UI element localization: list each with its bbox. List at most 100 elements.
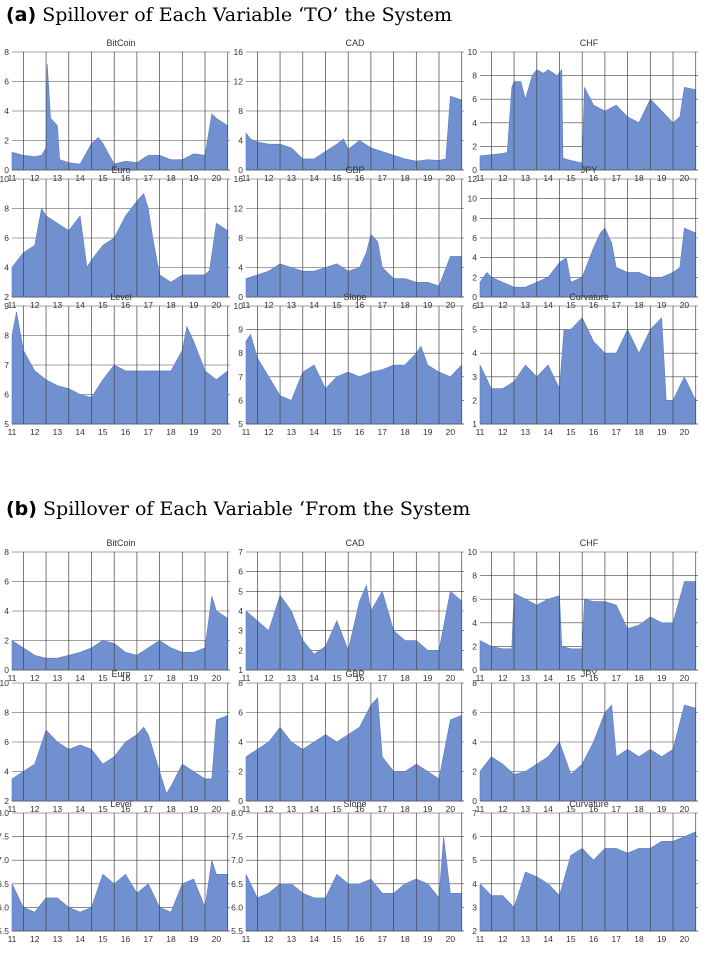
y-tick-label: 2: [472, 141, 477, 151]
x-tick-label: 11: [8, 173, 17, 183]
x-tick-label: 17: [378, 300, 388, 310]
y-tick-label: 5: [4, 419, 9, 429]
x-tick-label: 11: [476, 173, 485, 183]
y-tick-label: 16: [234, 174, 244, 184]
y-tick-label: 7: [472, 808, 477, 818]
section-b-letter: (b): [6, 498, 37, 520]
x-tick-label: 17: [378, 804, 388, 814]
y-tick-label: 0: [472, 292, 477, 302]
y-tick-label: 0: [238, 796, 243, 806]
x-tick-label: 14: [309, 173, 319, 183]
y-tick-label: 8: [238, 348, 243, 358]
section-b-text: Spillover of Each Variable ‘From the Sys…: [43, 498, 471, 520]
x-tick-label: 15: [98, 300, 108, 310]
x-tick-label: 16: [121, 427, 131, 437]
y-tick-label: 6: [238, 395, 243, 405]
x-tick-label: 11: [242, 804, 251, 814]
x-tick-label: 18: [634, 804, 644, 814]
y-tick-label: 6: [472, 94, 477, 104]
x-tick-label: 14: [309, 934, 319, 944]
x-tick-label: 14: [543, 673, 553, 683]
x-tick-label: 19: [423, 673, 433, 683]
x-tick-label: 15: [98, 804, 108, 814]
y-tick-label: 6: [238, 567, 243, 577]
y-tick-label: 4: [4, 767, 9, 777]
x-tick-label: 18: [400, 173, 410, 183]
y-tick-label: 4: [238, 263, 243, 273]
panel-title: Euro: [111, 669, 130, 679]
x-tick-label: 17: [144, 300, 154, 310]
x-tick-label: 17: [144, 673, 154, 683]
panel-title: GBP: [345, 669, 364, 679]
x-tick-label: 16: [589, 673, 599, 683]
x-tick-label: 15: [566, 934, 576, 944]
x-tick-label: 13: [53, 173, 63, 183]
x-tick-label: 15: [332, 934, 342, 944]
y-tick-label: 12: [234, 204, 244, 214]
y-tick-label: 6.0: [231, 902, 243, 912]
panel-title: GBP: [345, 165, 364, 175]
x-tick-label: 13: [521, 804, 531, 814]
y-tick-label: 4: [238, 737, 243, 747]
panel-title: Curvature: [569, 292, 609, 302]
x-tick-label: 14: [75, 427, 85, 437]
x-tick-label: 15: [98, 934, 108, 944]
x-tick-label: 13: [53, 300, 63, 310]
x-tick-label: 15: [332, 804, 342, 814]
x-tick-label: 20: [446, 804, 456, 814]
x-tick-label: 18: [166, 427, 176, 437]
x-tick-label: 19: [189, 673, 199, 683]
y-tick-label: 12: [468, 174, 478, 184]
x-tick-label: 13: [53, 934, 63, 944]
y-tick-label: 7.5: [231, 832, 243, 842]
y-tick-label: 8: [4, 204, 9, 214]
x-tick-label: 20: [680, 427, 690, 437]
panel-title: JPY: [581, 669, 598, 679]
y-tick-label: 7: [238, 547, 243, 557]
y-tick-label: 6: [472, 594, 477, 604]
panel-title: BitCoin: [106, 538, 135, 548]
y-tick-label: 2: [472, 926, 477, 936]
x-tick-label: 11: [476, 934, 485, 944]
y-tick-label: 8: [238, 233, 243, 243]
y-tick-label: 9: [4, 301, 9, 311]
y-tick-label: 2: [4, 136, 9, 146]
x-tick-label: 15: [566, 804, 576, 814]
panel-title: Level: [110, 292, 132, 302]
x-tick-label: 14: [543, 804, 553, 814]
x-tick-label: 19: [657, 427, 667, 437]
x-tick-label: 15: [332, 673, 342, 683]
y-tick-label: 2: [4, 292, 9, 302]
x-tick-label: 18: [166, 804, 176, 814]
y-tick-label: 8: [472, 71, 477, 81]
x-tick-label: 16: [121, 934, 131, 944]
y-tick-label: 8: [4, 708, 9, 718]
x-tick-label: 16: [355, 173, 365, 183]
x-tick-label: 18: [400, 673, 410, 683]
x-tick-label: 13: [287, 300, 297, 310]
x-tick-label: 19: [189, 427, 199, 437]
x-tick-label: 13: [521, 173, 531, 183]
y-tick-label: 4: [472, 618, 477, 628]
area-series: [11, 63, 229, 171]
x-tick-label: 19: [423, 427, 433, 437]
x-tick-label: 16: [121, 173, 131, 183]
x-tick-label: 14: [309, 300, 319, 310]
x-tick-label: 16: [121, 673, 131, 683]
y-tick-label: 4: [4, 606, 9, 616]
x-tick-label: 18: [166, 673, 176, 683]
x-tick-label: 12: [30, 427, 40, 437]
x-tick-label: 17: [612, 804, 622, 814]
y-tick-label: 10: [468, 194, 478, 204]
y-tick-label: 7: [238, 372, 243, 382]
y-tick-label: 1: [238, 665, 243, 675]
y-tick-label: 7: [4, 360, 9, 370]
x-tick-label: 19: [423, 934, 433, 944]
y-tick-label: 1: [472, 419, 477, 429]
